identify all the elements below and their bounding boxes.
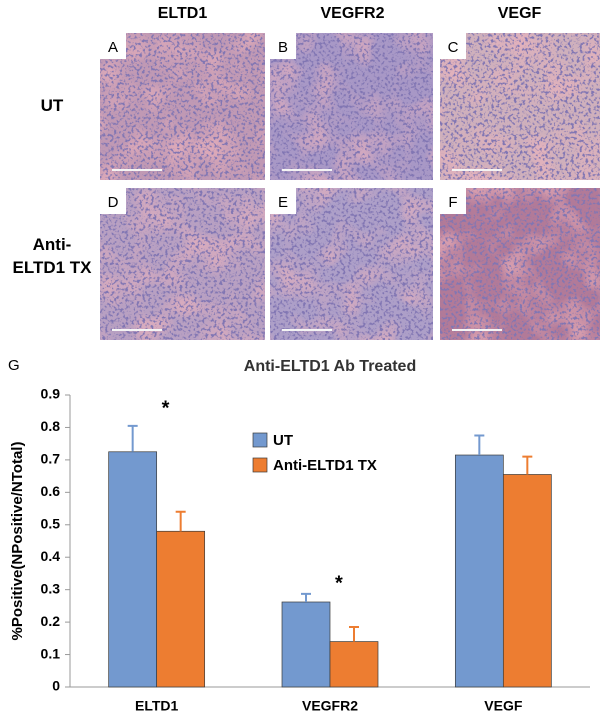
legend-swatch: [252, 432, 268, 448]
bar: [156, 530, 206, 688]
error-bar: [474, 434, 485, 456]
legend-label: UT: [273, 432, 293, 449]
error-bar: [349, 625, 359, 642]
panel-letter-box: [100, 188, 126, 214]
cell-nuclei: [100, 33, 265, 180]
row-label: Anti-ELTD1 TX: [12, 235, 92, 277]
y-tick-label: 0.5: [41, 515, 61, 531]
panel-letter: G: [8, 357, 20, 374]
error-bar: [175, 510, 186, 532]
y-tick-label: 0.8: [41, 418, 61, 434]
panel-letter: C: [448, 39, 459, 56]
error-bar: [522, 455, 533, 475]
bar: [281, 601, 331, 688]
x-tick-label: VEGFR2: [302, 698, 358, 714]
panel-letter: B: [278, 39, 288, 56]
error-bar: [127, 424, 138, 452]
y-tick-label: 0.2: [41, 613, 61, 629]
panel-letter: D: [108, 194, 119, 211]
x-tick-label: ELTD1: [135, 698, 179, 714]
legend-swatch: [252, 457, 268, 473]
cell-nuclei: [440, 188, 600, 340]
panel-letter-box: [270, 188, 296, 214]
significance-mark: *: [162, 397, 170, 419]
legend-label: Anti-ELTD1 TX: [273, 457, 377, 474]
cell-nuclei: [270, 188, 433, 340]
panel-letter-box: [100, 33, 126, 59]
chart-title: Anti-ELTD1 Ab Treated: [244, 358, 416, 375]
column-label: VEGFR2: [320, 5, 385, 22]
micrographs: A B C D E F: [100, 33, 600, 340]
y-tick-label: 0: [52, 678, 60, 694]
panel-letter: A: [108, 39, 118, 56]
significance-mark: *: [335, 572, 343, 594]
panel-letter-box: [270, 33, 296, 59]
y-tick-label: 0.9: [41, 386, 61, 402]
cell-nuclei: [270, 33, 433, 180]
bar: [454, 454, 504, 688]
y-tick-label: 0.7: [41, 451, 61, 467]
row-label: UT: [40, 96, 64, 115]
bar: [108, 451, 158, 688]
y-tick-label: 0.6: [41, 483, 61, 499]
y-axis-label: %Positive(NPositive/NTotal): [9, 442, 26, 641]
panel-letter: F: [448, 194, 457, 211]
cell-nuclei: [440, 33, 600, 180]
y-tick-label: 0.3: [41, 580, 61, 596]
panel-letter: E: [278, 194, 288, 211]
y-tick-label: 0.4: [41, 548, 61, 564]
bar: [329, 641, 379, 688]
x-tick-label: VEGF: [484, 698, 523, 714]
error-bar: [301, 592, 311, 602]
y-tick-label: 0.1: [41, 645, 61, 661]
column-label: ELTD1: [157, 5, 208, 22]
cell-nuclei: [100, 188, 265, 340]
panel-letter-box: [440, 33, 466, 59]
column-label: VEGF: [497, 5, 542, 22]
bar: [502, 474, 552, 688]
panel-letter-box: [440, 188, 466, 214]
